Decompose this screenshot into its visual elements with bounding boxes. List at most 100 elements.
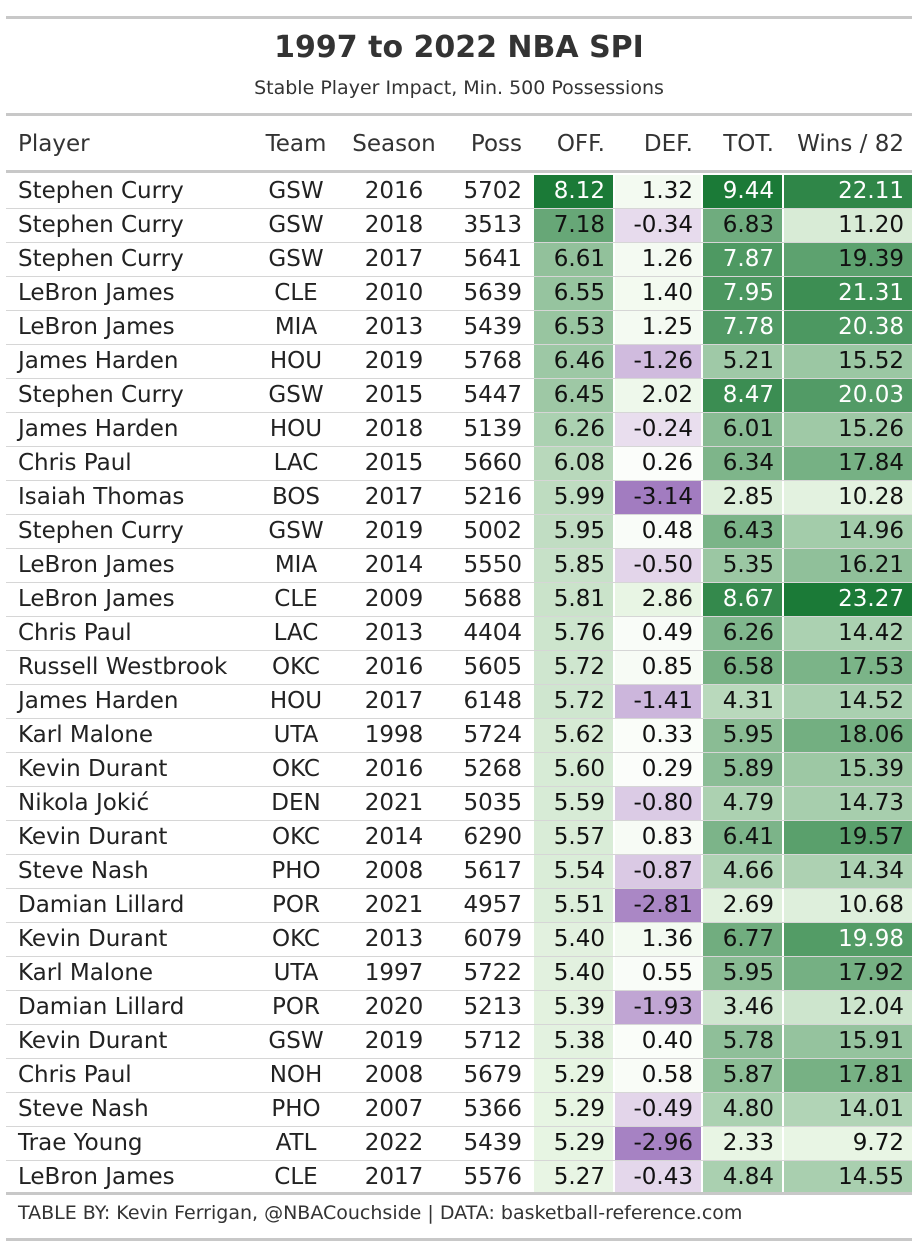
cell-team: BOS	[271, 484, 321, 510]
cell-def: 0.85	[615, 651, 701, 684]
cell-tot: 6.58	[703, 651, 782, 684]
cell-wins: 15.39	[784, 753, 912, 786]
cell-tot: 8.67	[703, 583, 782, 616]
cell-tot: 5.87	[703, 1059, 782, 1092]
table-row: Stephen Curry GSW 2018 3513 7.18 -0.34 6.83 11.…	[6, 209, 912, 243]
cell-poss: 5605	[463, 654, 522, 680]
cell-season: 2008	[364, 1062, 424, 1088]
cell-tot: 5.89	[703, 753, 782, 786]
cell-off: 6.45	[534, 379, 613, 412]
cell-team: MIA	[274, 552, 318, 578]
table-row: LeBron James MIA 2013 5439 6.53 1.25 7.78 20.38	[6, 311, 912, 345]
cell-season: 2017	[364, 484, 424, 510]
cell-player: Steve Nash	[18, 1096, 149, 1122]
cell-off: 6.55	[534, 277, 613, 310]
cell-season: 2021	[364, 790, 424, 816]
cell-player: Kevin Durant	[18, 926, 168, 952]
cell-off: 5.29	[534, 1093, 613, 1126]
cell-player: Stephen Curry	[18, 382, 184, 408]
cell-wins: 16.21	[784, 549, 912, 582]
cell-wins: 19.98	[784, 923, 912, 956]
cell-off: 5.40	[534, 957, 613, 990]
header-bottom-rule	[6, 170, 912, 173]
cell-wins: 14.01	[784, 1093, 912, 1126]
cell-def: -0.43	[615, 1161, 701, 1194]
cell-def: 2.86	[615, 583, 701, 616]
cell-def: -0.49	[615, 1093, 701, 1126]
row-divider	[6, 854, 912, 855]
cell-def: -1.41	[615, 685, 701, 718]
cell-tot: 7.87	[703, 243, 782, 276]
table-row: Kevin Durant OKC 2013 6079 5.40 1.36 6.77 19.98	[6, 923, 912, 957]
cell-player: Russell Westbrook	[18, 654, 228, 680]
cell-def: 1.32	[615, 175, 701, 208]
cell-wins: 23.27	[784, 583, 912, 616]
cell-player: Karl Malone	[18, 960, 154, 986]
table-row: Steve Nash PHO 2008 5617 5.54 -0.87 4.66 14.34	[6, 855, 912, 889]
column-header-poss: Poss	[470, 131, 522, 157]
table-row: LeBron James MIA 2014 5550 5.85 -0.50 5.35 16.2…	[6, 549, 912, 583]
column-header-wins: Wins / 82	[797, 131, 904, 157]
cell-wins: 22.11	[784, 175, 912, 208]
cell-tot: 4.66	[703, 855, 782, 888]
row-divider	[6, 242, 912, 243]
cell-wins: 9.72	[784, 1127, 912, 1160]
cell-season: 2018	[364, 416, 424, 442]
cell-poss: 6290	[463, 824, 522, 850]
cell-player: Damian Lillard	[18, 892, 185, 918]
cell-tot: 6.77	[703, 923, 782, 956]
cell-season: 2007	[364, 1096, 424, 1122]
cell-season: 2013	[364, 314, 424, 340]
cell-tot: 6.01	[703, 413, 782, 446]
cell-season: 2016	[364, 756, 424, 782]
cell-season: 2021	[364, 892, 424, 918]
cell-player: Kevin Durant	[18, 1028, 168, 1054]
cell-off: 5.38	[534, 1025, 613, 1058]
cell-wins: 19.39	[784, 243, 912, 276]
cell-wins: 15.91	[784, 1025, 912, 1058]
table-row: Chris Paul LAC 2015 5660 6.08 0.26 6.34 17.84	[6, 447, 912, 481]
cell-off: 5.72	[534, 651, 613, 684]
column-header-tot: TOT.	[723, 131, 774, 157]
cell-player: James Harden	[18, 416, 179, 442]
row-divider	[6, 888, 912, 889]
row-divider	[6, 412, 912, 413]
cell-poss: 6148	[463, 688, 522, 714]
cell-team: NOH	[269, 1062, 323, 1088]
cell-player: Chris Paul	[18, 450, 132, 476]
cell-poss: 5617	[463, 858, 522, 884]
cell-off: 5.59	[534, 787, 613, 820]
cell-season: 2008	[364, 858, 424, 884]
cell-off: 8.12	[534, 175, 613, 208]
table-row: Kevin Durant OKC 2016 5268 5.60 0.29 5.89 15.39	[6, 753, 912, 787]
cell-wins: 14.55	[784, 1161, 912, 1194]
cell-tot: 6.83	[703, 209, 782, 242]
cell-player: James Harden	[18, 688, 179, 714]
table-row: Karl Malone UTA 1998 5724 5.62 0.33 5.95 18.06	[6, 719, 912, 753]
cell-team: CLE	[274, 586, 318, 612]
cell-player: Stephen Curry	[18, 178, 184, 204]
cell-wins: 17.92	[784, 957, 912, 990]
row-divider	[6, 752, 912, 753]
cell-tot: 4.84	[703, 1161, 782, 1194]
row-divider	[6, 616, 912, 617]
cell-wins: 18.06	[784, 719, 912, 752]
cell-team: GSW	[268, 178, 324, 204]
cell-season: 2016	[364, 654, 424, 680]
cell-off: 5.29	[534, 1127, 613, 1160]
table-row: LeBron James CLE 2010 5639 6.55 1.40 7.95 21.31	[6, 277, 912, 311]
cell-player: LeBron James	[18, 586, 175, 612]
row-divider	[6, 310, 912, 311]
cell-team: HOU	[269, 688, 323, 714]
cell-off: 6.26	[534, 413, 613, 446]
bottom-rule	[6, 1238, 912, 1241]
cell-team: OKC	[272, 756, 320, 782]
cell-wins: 11.20	[784, 209, 912, 242]
cell-player: James Harden	[18, 348, 179, 374]
cell-player: Stephen Curry	[18, 518, 184, 544]
cell-tot: 6.41	[703, 821, 782, 854]
cell-tot: 6.26	[703, 617, 782, 650]
cell-season: 2013	[364, 620, 424, 646]
cell-poss: 5213	[463, 994, 522, 1020]
